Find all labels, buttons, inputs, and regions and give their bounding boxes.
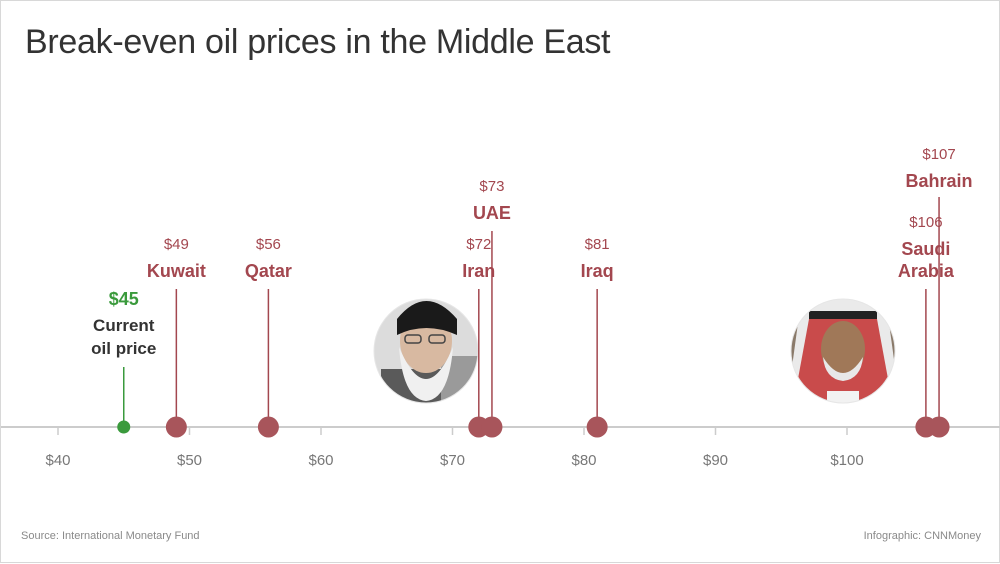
x-tick-label-80: $80 [571, 452, 596, 469]
current-price-label: oil price [91, 339, 156, 358]
point-dot [481, 416, 503, 438]
x-tick-label-60: $60 [308, 452, 333, 469]
data-points: $45 Current oil price $49 Kuwait $56 Qatar $72 I… [91, 146, 973, 438]
point-value-label: $106 [909, 214, 942, 231]
credit-note: Infographic: CNNMoney [863, 530, 981, 542]
x-tick-label-40: $40 [45, 452, 70, 469]
page-title: Break-even oil prices in the Middle East [25, 23, 611, 61]
point-uae: $73 UAE [473, 178, 511, 438]
x-tick-label-70: $70 [440, 452, 465, 469]
current-price-marker: $45 Current oil price [91, 289, 156, 434]
point-country-label: Qatar [245, 261, 292, 281]
source-note: Source: International Monetary Fund [21, 530, 200, 542]
point-dot [165, 416, 187, 438]
point-value-label: $72 [466, 236, 491, 253]
point-value-label: $81 [585, 236, 610, 253]
x-tick-label-100: $100 [830, 452, 863, 469]
current-price-value: $45 [109, 289, 139, 309]
point-value-label: $107 [922, 146, 955, 163]
point-value-label: $49 [164, 236, 189, 253]
point-qatar: $56 Qatar [245, 236, 292, 438]
x-axis: $40 $50 $60 $70 $80 $90 $100 [1, 426, 1000, 469]
point-dot [586, 416, 608, 438]
point-value-label: $73 [479, 178, 504, 195]
point-iraq: $81 Iraq [581, 236, 614, 438]
point-country-label: Iran [462, 261, 495, 281]
point-country-label: Kuwait [147, 261, 206, 281]
x-tick-label-50: $50 [177, 452, 202, 469]
current-price-dot [117, 420, 131, 434]
point-value-label: $56 [256, 236, 281, 253]
point-country-label: Arabia [898, 261, 955, 281]
portrait-saudi-king [790, 298, 896, 404]
point-country-label: Iraq [581, 261, 614, 281]
point-country-label: UAE [473, 203, 511, 223]
x-tick-label-90: $90 [703, 452, 728, 469]
point-bahrain: $107 Bahrain [906, 146, 973, 438]
portrait-iran-leader [373, 298, 479, 404]
point-country-label: Saudi [901, 239, 950, 259]
point-dot [257, 416, 279, 438]
point-kuwait: $49 Kuwait [147, 236, 206, 438]
current-price-label: Current [93, 316, 155, 335]
point-dot [928, 416, 950, 438]
point-country-label: Bahrain [906, 171, 973, 191]
